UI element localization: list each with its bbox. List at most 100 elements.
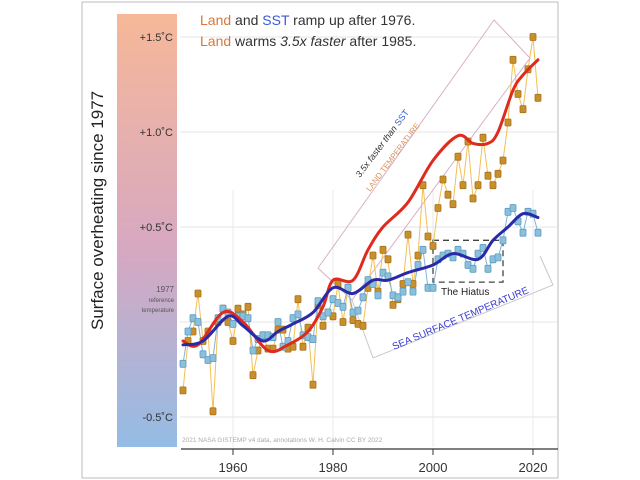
land-marker [474,181,482,190]
y-ticks: +1.5˚C +1.0˚C +0.5˚C -0.5˚C [140,32,173,424]
x-tick-label: 2020 [519,460,548,475]
y-tick-label: +0.5˚C [140,222,173,234]
sst-marker [509,204,517,212]
sst-marker [479,243,487,252]
land-marker [379,245,387,254]
land-marker [444,190,452,199]
land-marker [319,321,327,330]
sst-marker [484,264,492,273]
title-segment: ramp up after 1976. [289,12,415,28]
reference-label: 1977 reference temperature [142,285,175,314]
land-marker [459,181,467,190]
sst-marker [294,310,302,319]
reference-label-line: temperature [142,308,175,314]
x-tick-label: 1980 [319,460,348,475]
land-marker [249,371,257,380]
sst-marker [274,318,282,326]
land-marker [299,342,307,351]
y-axis-label: Surface overheating since 1977 [88,91,107,330]
title-segment: after 1985. [346,33,417,49]
sst-marker [409,287,417,296]
land-marker [339,318,347,326]
sst-marker [534,228,542,237]
land-marker [424,232,432,241]
sst-marker [374,291,382,300]
land-marker [429,242,437,250]
sst-marker [419,245,427,254]
x-axis: 1960 1980 2000 2020 [181,448,558,475]
title-segment: Land [200,12,231,28]
title-segment: SST [262,12,290,28]
hiatus-label: The Hiatus [441,287,489,298]
land-marker [534,93,542,102]
land-marker [504,118,512,127]
sst-marker [179,359,187,368]
x-tick-label: 2000 [419,460,448,475]
sst-marker [474,249,482,258]
land-marker [494,169,502,178]
title-segment: 3.5x faster [280,33,347,49]
sst-marker [404,278,412,287]
sst-marker [209,354,217,363]
hiatus-box [432,239,504,283]
land-marker [179,386,187,395]
sst-marker [199,350,207,359]
sst-marker [429,283,437,292]
title-line: Land warms 3.5x faster after 1985. [200,33,416,49]
sst-marker [469,264,477,273]
sst-marker [339,302,347,311]
land-marker [209,407,217,416]
sst-marker [354,306,362,315]
sst-marker [414,261,422,269]
title-segment: warms [231,33,280,49]
land-marker [454,152,462,161]
land-marker [439,175,447,184]
y-tick-label: +1.0˚C [140,127,173,139]
sst-marker [324,308,332,317]
land-marker [229,337,237,345]
sst-marker [359,293,367,302]
land-marker [404,230,412,239]
reference-label-line: reference [149,298,175,304]
land-marker [369,251,377,260]
sst-marker [249,346,257,355]
land-marker [484,171,492,180]
sst-marker [494,253,502,262]
sst-marker [499,236,507,245]
y-tick-label: -0.5˚C [142,412,173,424]
land-marker [384,255,392,264]
land-marker [514,90,522,98]
land-marker [529,33,537,41]
land-marker [489,181,497,190]
land-marker [234,304,242,313]
sst-marker [194,318,202,326]
land-marker [309,380,317,389]
land-marker [449,200,457,209]
sst-marker [184,327,192,336]
temperature-band [117,14,177,447]
land-marker [469,194,477,203]
sst-marker [394,293,402,302]
land-marker [194,289,202,298]
land-marker [519,105,527,114]
x-tick-label: 1960 [219,460,248,475]
sst-marker [229,319,237,328]
sst-marker [399,287,407,296]
credit: 2021 NASA GISTEMP v4 data, annotations W… [182,437,383,444]
title-segment: Land [200,33,231,49]
sst-marker [309,335,317,344]
sst-trend-line [181,211,540,347]
land-marker [479,133,487,142]
land-marker [244,302,252,311]
title-line: Land and SST ramp up after 1976. [200,12,415,28]
land-marker [389,300,397,309]
reference-label-line: 1977 [156,285,174,294]
land-marker [294,295,302,304]
chart-title: Land and SST ramp up after 1976.Land war… [200,12,416,49]
land-marker [414,251,422,260]
land-marker [509,55,517,64]
sst-marker [244,314,252,323]
land-marker [359,321,367,330]
title-segment: and [231,12,262,28]
